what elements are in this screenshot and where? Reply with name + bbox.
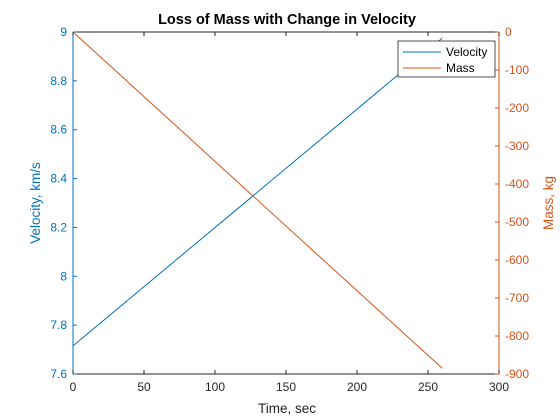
left-y-tick-label: 8	[60, 269, 67, 283]
left-y-tick-label: 7.6	[50, 367, 67, 381]
chart-title: Loss of Mass with Change in Velocity	[158, 12, 416, 28]
legend-box	[397, 40, 496, 78]
right-y-tick-label: -900	[505, 367, 529, 381]
right-y-tick-label: -200	[505, 101, 529, 115]
x-tick-label: 150	[276, 380, 296, 394]
legend-label-velocity: Velocity	[446, 45, 487, 59]
right-y-tick-label: -800	[505, 329, 529, 343]
left-y-tick-label: 8.2	[50, 220, 67, 234]
plot-area	[73, 32, 499, 374]
left-y-tick-label: 8.8	[50, 74, 67, 88]
left-y-axis-label: Velocity, km/s	[28, 162, 43, 244]
right-y-axis-label: Mass, kg	[541, 176, 556, 230]
right-y-tick-label: -600	[505, 253, 529, 267]
x-axis-label: Time, sec	[258, 401, 316, 416]
left-y-tick-label: 8.4	[50, 172, 67, 186]
x-tick-label: 250	[418, 380, 438, 394]
legend: Velocity Mass	[397, 40, 496, 78]
series-line-velocity	[72, 37, 443, 347]
right-y-tick-label: -700	[505, 291, 529, 305]
legend-label-mass: Mass	[446, 61, 475, 75]
right-y-tick-label: -500	[505, 215, 529, 229]
left-y-tick-label: 9	[60, 25, 67, 39]
right-y-tick-label: -400	[505, 177, 529, 191]
right-y-tick-label: 0	[505, 25, 512, 39]
x-tick-label: 100	[205, 380, 225, 394]
x-tick-label: 0	[70, 380, 77, 394]
left-y-tick-label: 8.6	[50, 123, 67, 137]
series-line-mass	[72, 31, 443, 369]
right-y-axis-ticks: -900 -800 -700 -600 -500 -400 -300 -200 -100 0	[495, 25, 529, 381]
x-tick-label: 300	[489, 380, 509, 394]
right-y-tick-label: -100	[505, 63, 529, 77]
left-y-tick-label: 7.8	[50, 318, 67, 332]
right-y-tick-label: -300	[505, 139, 529, 153]
series-layer	[72, 31, 443, 369]
x-tick-label: 50	[137, 380, 151, 394]
left-y-axis-ticks: 7.6 7.8 8 8.2 8.4 8.6 8.8 9	[50, 25, 77, 381]
x-axis-ticks: 0 50 100 150 200 250 300	[70, 32, 509, 394]
x-tick-label: 200	[347, 380, 367, 394]
